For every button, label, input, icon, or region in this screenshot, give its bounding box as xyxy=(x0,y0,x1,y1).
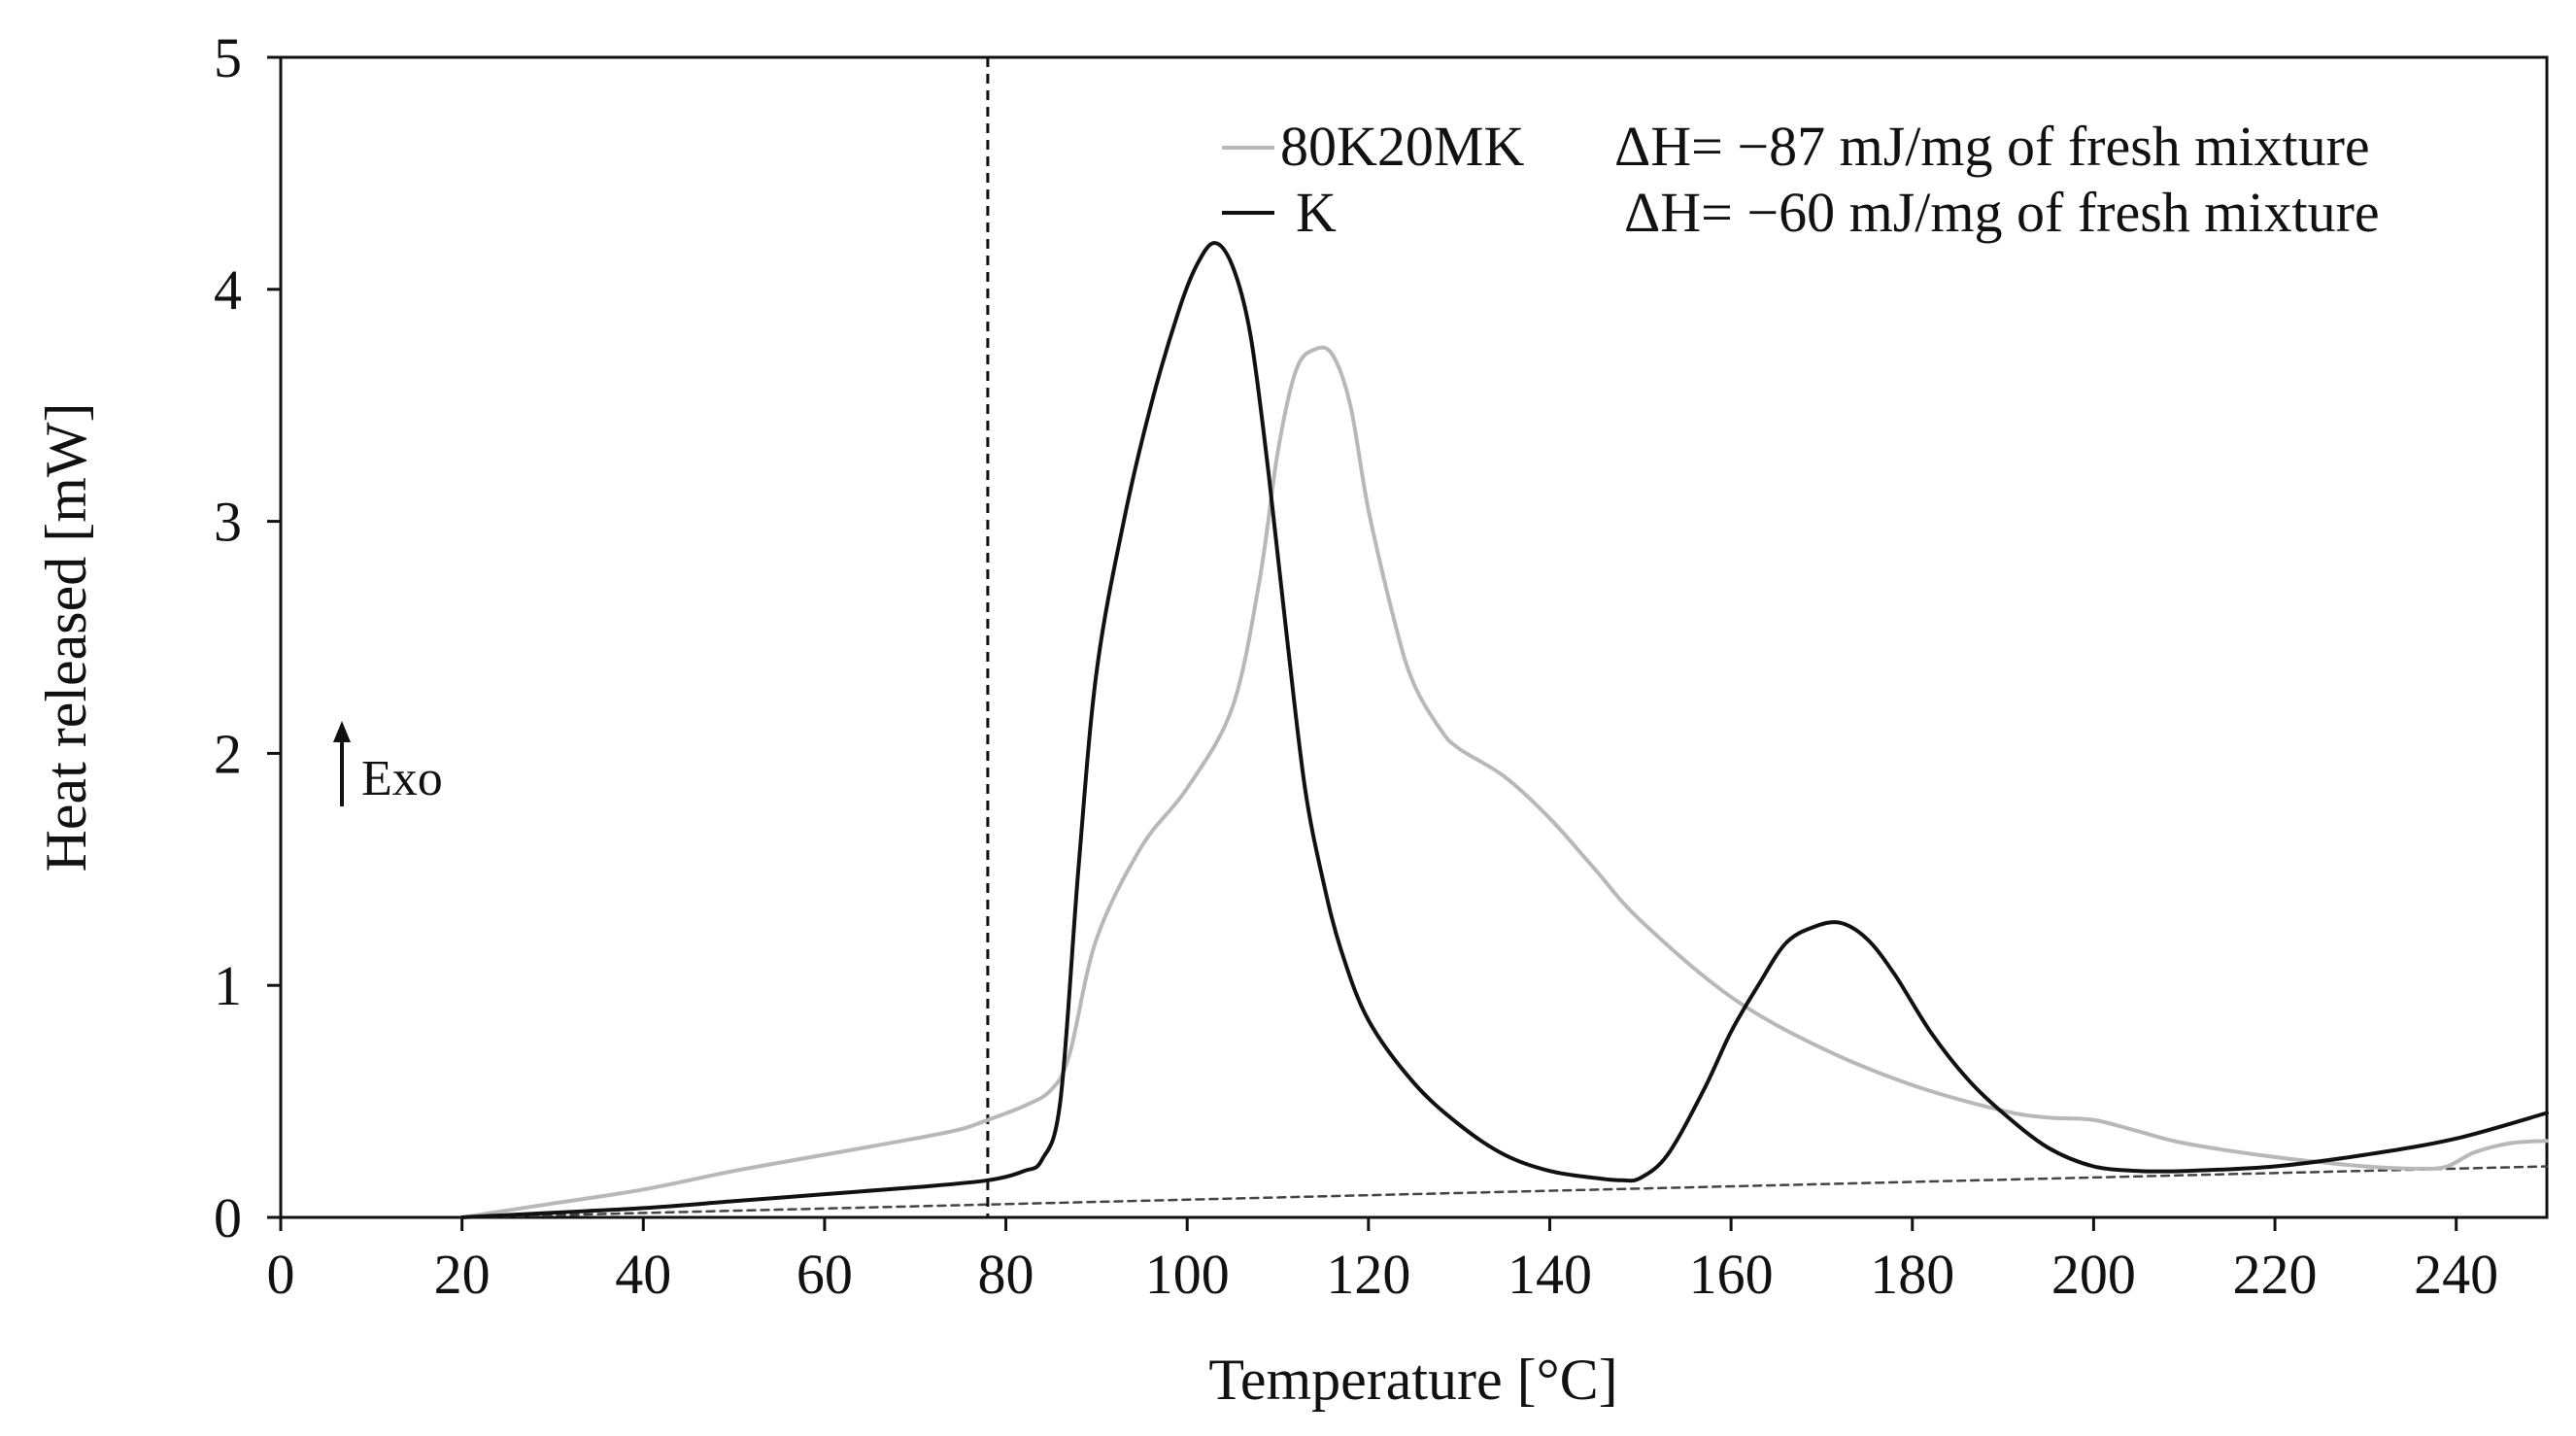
series-line-80k20mk xyxy=(459,345,2549,1219)
series-line-k xyxy=(459,241,2549,1219)
y-tick-label: 3 xyxy=(214,491,242,554)
legend-label-k: K xyxy=(1296,181,1337,244)
exo-arrow-icon xyxy=(333,721,351,742)
plot-frame-group xyxy=(279,55,2549,1219)
series-group xyxy=(459,241,2549,1219)
legend-label-80k20mk: 80K20MK xyxy=(1280,115,1524,178)
exo-label: Exo xyxy=(361,751,443,806)
x-tick-label: 40 xyxy=(615,1243,671,1306)
x-tick-label: 60 xyxy=(797,1243,853,1306)
x-tick-label: 0 xyxy=(267,1243,295,1306)
x-tick-label: 20 xyxy=(434,1243,491,1306)
plot-frame xyxy=(279,55,2549,1219)
x-axis-title: Temperature [°C] xyxy=(1208,1348,1617,1412)
x-tick-label: 240 xyxy=(2414,1243,2498,1306)
legend-dh-k: ΔH= −60 mJ/mg of fresh mixture xyxy=(1624,181,2380,244)
series-line-baseline xyxy=(460,1165,2549,1219)
x-tick-label: 140 xyxy=(1508,1243,1592,1306)
x-tick-label: 120 xyxy=(1326,1243,1410,1306)
y-tick-label: 2 xyxy=(214,722,242,785)
y-tick-label: 5 xyxy=(214,26,242,89)
x-tick-label: 220 xyxy=(2233,1243,2318,1306)
y-tick-label: 4 xyxy=(214,258,242,322)
y-tick-label: 1 xyxy=(214,954,242,1017)
x-tick-label: 100 xyxy=(1145,1243,1230,1306)
legend: 80K20MK ΔH= −87 mJ/mg of fresh mixture K… xyxy=(1222,115,2380,244)
y-axis-title: Heat released [mW] xyxy=(34,402,98,872)
legend-dh-80k20mk: ΔH= −87 mJ/mg of fresh mixture xyxy=(1614,115,2370,178)
x-tick-label: 80 xyxy=(978,1243,1034,1306)
y-tick-label: 0 xyxy=(214,1186,242,1249)
axis-ticks: 0 20 40 60 80 100 120 140 160 180 200 220 240 0 1 2 3 4 5 xyxy=(214,26,2498,1306)
baseline-group xyxy=(460,1165,2549,1219)
x-tick-label: 200 xyxy=(2051,1243,2136,1306)
exo-annotation: Exo xyxy=(333,721,443,806)
x-tick-label: 160 xyxy=(1689,1243,1774,1306)
x-tick-label: 180 xyxy=(1870,1243,1954,1306)
